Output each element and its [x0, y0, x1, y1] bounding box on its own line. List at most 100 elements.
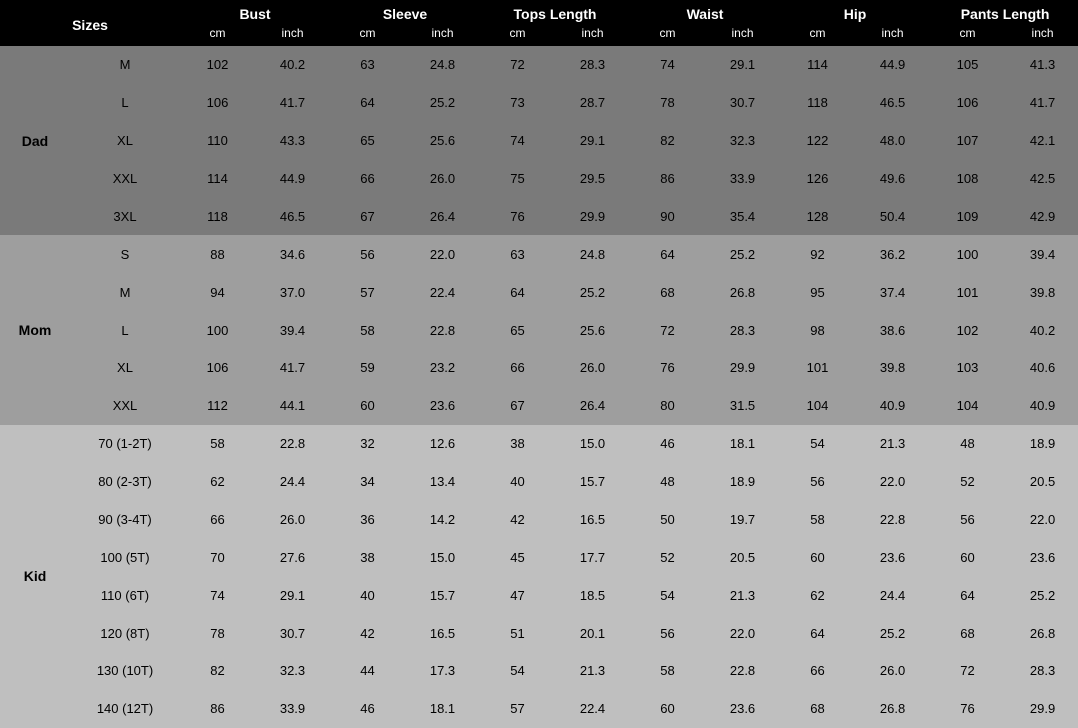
value-cell: 26.0 [405, 160, 480, 198]
size-cell: M [70, 273, 180, 311]
value-cell: 109 [930, 198, 1005, 236]
table-row: DadM10240.26324.87228.37429.111444.91054… [0, 46, 1078, 84]
value-cell: 114 [180, 160, 255, 198]
value-cell: 28.7 [555, 84, 630, 122]
value-cell: 16.5 [405, 614, 480, 652]
value-cell: 39.8 [1005, 273, 1078, 311]
value-cell: 47 [480, 576, 555, 614]
value-cell: 112 [180, 387, 255, 425]
value-cell: 78 [180, 614, 255, 652]
value-cell: 29.5 [555, 160, 630, 198]
value-cell: 75 [480, 160, 555, 198]
value-cell: 80 [630, 387, 705, 425]
value-cell: 62 [180, 463, 255, 501]
value-cell: 54 [780, 425, 855, 463]
value-cell: 40 [480, 463, 555, 501]
value-cell: 65 [480, 311, 555, 349]
table-row: XL10641.75923.26626.07629.910139.810340.… [0, 349, 1078, 387]
value-cell: 48 [930, 425, 1005, 463]
value-cell: 66 [780, 652, 855, 690]
value-cell: 42.1 [1005, 122, 1078, 160]
value-cell: 42.9 [1005, 198, 1078, 236]
value-cell: 44 [330, 652, 405, 690]
value-cell: 22.8 [255, 425, 330, 463]
value-cell: 40.2 [1005, 311, 1078, 349]
value-cell: 30.7 [705, 84, 780, 122]
unit-inch: inch [705, 24, 780, 46]
value-cell: 94 [180, 273, 255, 311]
value-cell: 17.3 [405, 652, 480, 690]
size-cell: 80 (2-3T) [70, 463, 180, 501]
value-cell: 72 [930, 652, 1005, 690]
value-cell: 118 [780, 84, 855, 122]
unit-inch: inch [405, 24, 480, 46]
value-cell: 40.6 [1005, 349, 1078, 387]
unit-inch: inch [555, 24, 630, 46]
value-cell: 32.3 [255, 652, 330, 690]
value-cell: 36 [330, 501, 405, 539]
value-cell: 128 [780, 198, 855, 236]
value-cell: 16.5 [555, 501, 630, 539]
value-cell: 34 [330, 463, 405, 501]
value-cell: 22.8 [705, 652, 780, 690]
value-cell: 36.2 [855, 235, 930, 273]
header-sizes: Sizes [0, 0, 180, 46]
value-cell: 66 [180, 501, 255, 539]
value-cell: 41.7 [255, 84, 330, 122]
value-cell: 30.7 [255, 614, 330, 652]
table-row: 130 (10T)8232.34417.35421.35822.86626.07… [0, 652, 1078, 690]
value-cell: 64 [480, 273, 555, 311]
table-row: M9437.05722.46425.26826.89537.410139.8 [0, 273, 1078, 311]
value-cell: 29.9 [555, 198, 630, 236]
value-cell: 40.2 [255, 46, 330, 84]
header-bust: Bust [180, 0, 330, 24]
value-cell: 56 [630, 614, 705, 652]
value-cell: 22.8 [855, 501, 930, 539]
value-cell: 25.6 [555, 311, 630, 349]
value-cell: 24.8 [555, 235, 630, 273]
value-cell: 52 [930, 463, 1005, 501]
value-cell: 95 [780, 273, 855, 311]
value-cell: 18.1 [705, 425, 780, 463]
value-cell: 24.4 [855, 576, 930, 614]
value-cell: 32 [330, 425, 405, 463]
value-cell: 23.2 [405, 349, 480, 387]
value-cell: 100 [930, 235, 1005, 273]
value-cell: 45 [480, 538, 555, 576]
value-cell: 44.9 [255, 160, 330, 198]
value-cell: 64 [630, 235, 705, 273]
value-cell: 26.4 [555, 387, 630, 425]
value-cell: 22.0 [1005, 501, 1078, 539]
value-cell: 62 [780, 576, 855, 614]
value-cell: 22.0 [405, 235, 480, 273]
value-cell: 70 [180, 538, 255, 576]
value-cell: 29.1 [705, 46, 780, 84]
value-cell: 82 [180, 652, 255, 690]
size-chart-table: Sizes Bust Sleeve Tops Length Waist Hip … [0, 0, 1078, 728]
value-cell: 56 [330, 235, 405, 273]
value-cell: 13.4 [405, 463, 480, 501]
table-row: MomS8834.65622.06324.86425.29236.210039.… [0, 235, 1078, 273]
value-cell: 41.3 [1005, 46, 1078, 84]
value-cell: 68 [630, 273, 705, 311]
value-cell: 28.3 [705, 311, 780, 349]
value-cell: 25.6 [405, 122, 480, 160]
header-hip: Hip [780, 0, 930, 24]
value-cell: 46 [330, 690, 405, 728]
value-cell: 76 [480, 198, 555, 236]
value-cell: 101 [780, 349, 855, 387]
value-cell: 72 [630, 311, 705, 349]
value-cell: 74 [180, 576, 255, 614]
value-cell: 72 [480, 46, 555, 84]
value-cell: 49.6 [855, 160, 930, 198]
value-cell: 22.0 [705, 614, 780, 652]
header-pants-length: Pants Length [930, 0, 1078, 24]
table-row: 110 (6T)7429.14015.74718.55421.36224.464… [0, 576, 1078, 614]
value-cell: 29.1 [555, 122, 630, 160]
value-cell: 32.3 [705, 122, 780, 160]
value-cell: 23.6 [1005, 538, 1078, 576]
value-cell: 20.5 [1005, 463, 1078, 501]
value-cell: 33.9 [705, 160, 780, 198]
unit-cm: cm [330, 24, 405, 46]
value-cell: 27.6 [255, 538, 330, 576]
